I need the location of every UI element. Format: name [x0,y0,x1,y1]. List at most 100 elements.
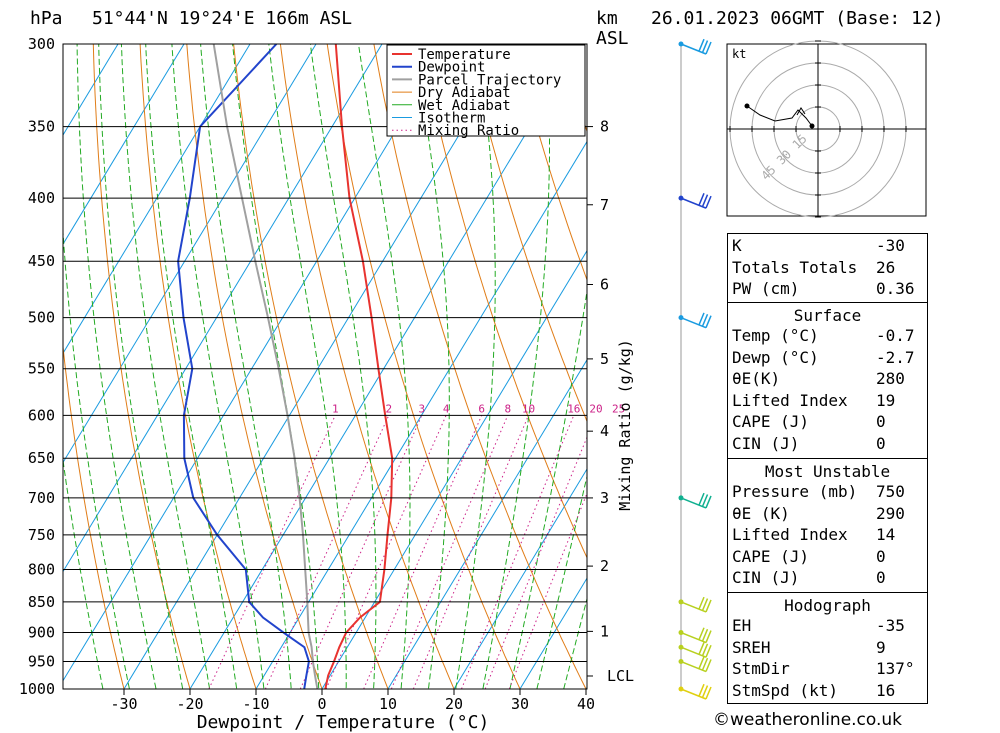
dewpoint-profile [177,44,310,689]
km-tick-label: 4 [600,422,609,440]
dry-adiabat-line [186,44,323,689]
temp-tick-label: -10 [242,695,269,713]
pressure-tick-label: 400 [28,189,55,207]
datetime-title: 26.01.2023 06GMT (Base: 12) [651,8,944,29]
index-label: CAPE (J) [732,546,810,566]
index-value: 19 [876,390,896,410]
wind-barb [678,312,712,329]
index-row: CAPE (J) 0 [728,546,928,568]
wind-barb [678,193,712,209]
hodograph-indices-title: Hodograph [784,596,871,615]
index-row: PW (cm) 0.36 [728,278,928,300]
index-row: CIN (J) 0 [728,567,928,589]
index-value: 16 [876,680,896,700]
index-label: Lifted Index [732,390,848,410]
index-value: 290 [876,503,905,523]
hodograph-trace [746,105,813,127]
index-label: Temp (°C) [732,326,819,346]
wet-adiabat-line [482,44,550,689]
isotherm-line [63,44,251,355]
isotherm-line [519,577,587,689]
pressure-tick-label: 900 [28,624,55,642]
index-label: Dewp (°C) [732,347,819,367]
index-row: StmDir 137° [728,658,928,680]
isotherm-line [63,44,317,464]
wet-adiabat-line [268,44,347,689]
pressure-tick-label: 550 [28,360,55,378]
km-tick-label: 3 [600,489,609,507]
mixing-ratio-line [484,435,587,689]
dry-adiabat-line [466,44,587,423]
copyright-text: ©weatheronline.co.uk [713,710,903,730]
mixing-ratio-label: 10 [522,402,535,415]
index-value: -35 [876,616,905,636]
index-value: 280 [876,369,905,389]
index-row: Lifted Index 14 [728,524,928,546]
mixing-ratio-line [461,415,575,689]
parcel-trajectory [212,44,319,689]
pressure-tick-label: 950 [28,653,55,671]
index-label: CAPE (J) [732,412,810,432]
surface-box: Surface Temp (°C) -0.7 Dewp (°C) -2.7 θE(K) 2… [727,302,928,459]
mixing-ratio-label: 8 [504,402,511,415]
wet-adiabat-line [76,44,157,689]
index-row: SREH 9 [728,637,928,659]
index-row: EH -35 [728,615,928,637]
index-row: θE (K) 290 [728,503,928,525]
km-tick-label: 8 [600,118,609,136]
index-label: StmSpd (kt) [732,680,838,700]
basic-indices-table: K -30 Totals Totals 26 PW (cm) 0.36 [728,235,928,300]
index-value: 14 [876,525,896,545]
index-row: θE(K) 280 [728,368,928,390]
index-value: 0 [876,412,886,432]
wet-adiabat-line [536,474,587,689]
index-value: 750 [876,482,905,502]
index-value: 0 [876,546,886,566]
dry-adiabat-line [980,0,1000,715]
index-label: CIN (J) [732,568,800,588]
hodograph-unit-label: kt [732,47,746,61]
mixing-ratio-label: 20 [589,402,602,415]
unstable-box: Most Unstable Pressure (mb) 750 θE (K) 290 L… [727,458,928,593]
index-row: K -30 [728,235,928,257]
isotherm-line [453,468,587,689]
hodograph-indices-box: Hodograph EH -35 SREH 9 StmDir 137° StmSpd (kt… [727,592,928,704]
isotherm-line [387,358,587,689]
mixing-ratio-axis-label: Mixing Ratio (g/kg) [616,339,634,511]
pressure-tick-label: 450 [28,252,55,270]
legend-entry: Parcel Trajectory [418,72,561,88]
index-label: Pressure (mb) [732,482,858,502]
pressure-tick-label: 300 [28,35,55,53]
index-value: -2.7 [876,347,915,367]
isotherm-line [0,0,111,715]
basic-indices-box: K -30 Totals Totals 26 PW (cm) 0.36 [727,233,928,303]
plot-frame [62,43,588,690]
wind-barb [678,38,712,55]
km-tick-label: 6 [600,276,609,294]
temp-tick-label: -30 [110,695,137,713]
mixing-ratio-label: 1 [332,402,339,415]
index-value: 0 [876,568,886,588]
index-value: 9 [876,637,886,657]
unstable-title: Most Unstable [764,462,891,481]
index-row: Pressure (mb) 750 [728,481,928,503]
index-label: θE (K) [732,503,790,523]
wet-adiabat-line [171,44,265,689]
pressure-tick-label: 600 [28,406,55,424]
index-label: CIN (J) [732,433,800,453]
surface-table: Temp (°C) -0.7 Dewp (°C) -2.7 θE(K) 280 Lifted… [728,325,928,454]
legend-entry: Wet Adiabat [418,98,511,114]
index-label: Lifted Index [732,525,848,545]
wet-adiabat-line [63,456,104,689]
index-value: 26 [876,257,896,277]
temp-tick-label: 40 [577,695,595,713]
wet-adiabat-line [232,44,320,689]
pressure-unit-label: hPa [30,8,63,29]
index-row: Dewp (°C) -2.7 [728,347,928,369]
mixing-ratio-line [508,492,587,689]
unstable-table: Pressure (mb) 750 θE (K) 290 Lifted Index 14 C… [728,481,928,589]
index-row: Temp (°C) -0.7 [728,325,928,347]
km-tick-label: LCL [607,667,634,685]
